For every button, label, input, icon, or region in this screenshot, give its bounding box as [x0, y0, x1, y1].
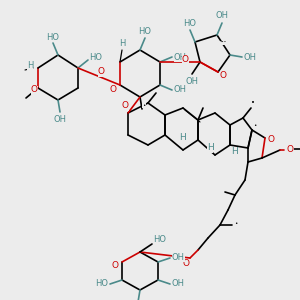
Text: •: • [253, 122, 257, 128]
Text: HO: HO [89, 53, 103, 62]
Text: HO: HO [46, 32, 59, 41]
Text: OH: OH [244, 52, 256, 62]
Text: O: O [98, 68, 104, 76]
Text: H: H [180, 134, 186, 142]
Text: OH: OH [172, 280, 184, 289]
Text: O: O [268, 136, 274, 145]
Text: O: O [182, 259, 190, 268]
Text: OH: OH [173, 85, 187, 94]
Text: H: H [27, 61, 33, 70]
Text: OH: OH [173, 52, 187, 62]
Text: OH: OH [53, 115, 67, 124]
Text: •••: ••• [219, 41, 226, 45]
Text: O: O [31, 85, 38, 94]
Text: H: H [232, 148, 238, 157]
Text: O: O [220, 70, 226, 80]
Text: O: O [182, 56, 188, 64]
Text: O: O [286, 145, 293, 154]
Text: OH: OH [172, 253, 184, 262]
Text: O: O [110, 85, 116, 94]
Text: H: H [207, 143, 213, 152]
Text: O: O [112, 262, 118, 271]
Text: OH: OH [185, 76, 199, 85]
Text: H: H [119, 38, 125, 47]
Text: •: • [251, 100, 255, 106]
Text: •: • [234, 221, 238, 226]
Text: HO: HO [139, 26, 152, 35]
Text: HO: HO [184, 19, 196, 28]
Text: •: • [142, 103, 146, 107]
Text: OH: OH [215, 11, 229, 20]
Text: O: O [122, 101, 128, 110]
Text: HO: HO [95, 280, 109, 289]
Text: HO: HO [154, 236, 166, 244]
